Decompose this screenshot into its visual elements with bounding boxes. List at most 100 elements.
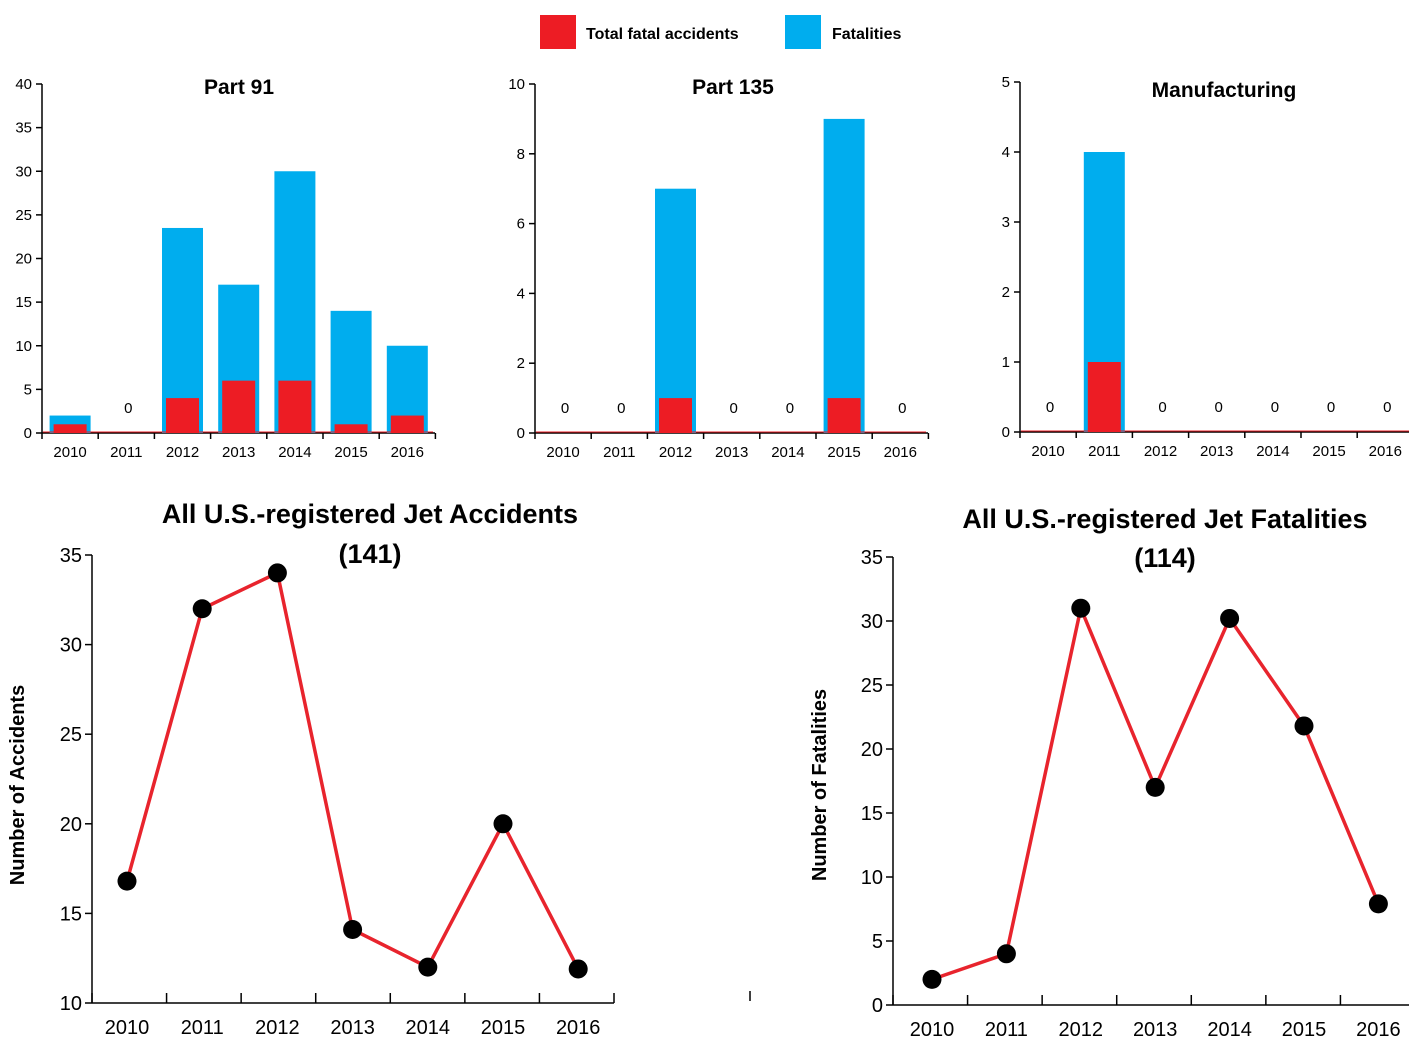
- part-91-title: Part 91: [204, 76, 274, 99]
- jet-fatalities-x-tick-label: 2014: [1207, 1019, 1252, 1041]
- jet-fatalities-y-tick-label: 10: [861, 867, 883, 889]
- part-135-zero-label: 0: [617, 400, 625, 417]
- manufacturing-zero-label: 0: [1327, 399, 1335, 416]
- part-91-fatalities-bar: [331, 311, 372, 433]
- jet-fatalities-subtitle: (114): [1134, 543, 1196, 573]
- part-91-y-tick-label: 20: [15, 251, 32, 268]
- manufacturing-accidents-bar: [1088, 362, 1121, 432]
- part-135-title: Part 135: [692, 76, 774, 99]
- jet-accidents-series-line: [127, 573, 578, 969]
- part-91-y-tick-label: 30: [15, 163, 32, 180]
- jet-accidents-y-tick-label: 25: [60, 724, 82, 746]
- manufacturing-x-tick-label: 2013: [1200, 443, 1233, 460]
- jet-accidents-y-tick-label: 30: [60, 635, 82, 657]
- jet-accidents-y-tick-label: 15: [60, 903, 82, 925]
- manufacturing-y-tick-label: 1: [1002, 354, 1010, 371]
- manufacturing-bar-chart: Manufacturing 0 1 2 3 4 5 2010 0 2011 2012 0 2013 0 2…: [1002, 74, 1409, 460]
- part-135-y-tick-label: 0: [517, 425, 525, 442]
- part-91-x-tick-label: 2016: [391, 444, 424, 461]
- jet-accidents-subtitle: (141): [338, 539, 401, 569]
- part-91-y-tick-label: 15: [15, 294, 32, 311]
- part-91-y-tick-label: 0: [24, 425, 32, 442]
- part-91-y-tick-label: 40: [15, 76, 32, 93]
- jet-accidents-x-tick-label: 2010: [105, 1017, 150, 1039]
- jet-accidents-point: [494, 814, 513, 833]
- jet-fatalities-point: [997, 944, 1016, 963]
- jet-fatalities-y-tick-label: 20: [861, 739, 883, 761]
- jet-fatalities-y-tick-label: 5: [872, 931, 883, 953]
- jet-fatalities-point: [1071, 599, 1090, 618]
- jet-fatalities-y-tick-label: 25: [861, 675, 883, 697]
- jet-accidents-x-tick-label: 2016: [556, 1017, 601, 1039]
- part-135-zero-label: 0: [730, 400, 738, 417]
- part-135-zero-label: 0: [898, 400, 906, 417]
- part-135-y-tick-label: 8: [517, 146, 525, 163]
- part-135-accidents-bar: [659, 398, 692, 433]
- jet-fatalities-x-tick-label: 2013: [1133, 1019, 1178, 1041]
- part-135-x-tick-label: 2013: [715, 444, 748, 461]
- jet-fatalities-y-tick-label: 0: [872, 995, 883, 1017]
- jet-fatalities-line-chart: All U.S.-registered Jet Fatalities (114)…: [809, 504, 1409, 1041]
- part-135-x-tick-label: 2010: [546, 444, 579, 461]
- jet-accidents-ylabel: Number of Accidents: [7, 685, 29, 885]
- part-135-x-tick-label: 2015: [827, 444, 860, 461]
- jet-fatalities-x-tick-label: 2012: [1059, 1019, 1104, 1041]
- part-135-y-tick-label: 4: [517, 285, 525, 302]
- part-135-y-tick-label: 10: [508, 76, 525, 93]
- legend-label-accidents: Total fatal accidents: [586, 26, 739, 43]
- manufacturing-y-tick-label: 2: [1002, 284, 1010, 301]
- manufacturing-zero-label: 0: [1215, 399, 1223, 416]
- part-135-zero-label: 0: [561, 400, 569, 417]
- part-91-y-tick-label: 25: [15, 207, 32, 224]
- jet-fatalities-title: All U.S.-registered Jet Fatalities: [962, 504, 1367, 534]
- part-91-accidents-bar: [166, 398, 199, 433]
- legend-swatch-accidents: [540, 15, 576, 49]
- manufacturing-y-tick-label: 0: [1002, 424, 1010, 441]
- part-91-zero-label: 0: [124, 400, 132, 417]
- jet-accidents-x-tick-label: 2015: [481, 1017, 526, 1039]
- part-135-accidents-bar: [828, 398, 861, 433]
- part-91-x-tick-label: 2015: [334, 444, 367, 461]
- manufacturing-y-tick-label: 3: [1002, 214, 1010, 231]
- part-91-y-tick-label: 35: [15, 120, 32, 137]
- jet-accidents-y-tick-label: 20: [60, 814, 82, 836]
- part-135-fatalities-bar: [655, 189, 696, 433]
- part-135-zero-label: 0: [786, 400, 794, 417]
- part-135-y-tick-label: 2: [517, 355, 525, 372]
- manufacturing-title: Manufacturing: [1152, 79, 1297, 102]
- part-135-y-tick-label: 6: [517, 216, 525, 233]
- part-135-x-tick-label: 2012: [659, 444, 692, 461]
- part-91-x-tick-label: 2010: [53, 444, 86, 461]
- legend-swatch-fatalities: [785, 15, 821, 49]
- jet-accidents-x-tick-label: 2012: [255, 1017, 300, 1039]
- jet-fatalities-y-tick-label: 35: [861, 547, 883, 569]
- part-135-x-tick-label: 2016: [884, 444, 917, 461]
- part-91-x-tick-label: 2013: [222, 444, 255, 461]
- jet-accidents-x-tick-label: 2013: [330, 1017, 375, 1039]
- manufacturing-y-tick-label: 4: [1002, 144, 1010, 161]
- manufacturing-y-tick-label: 5: [1002, 74, 1010, 91]
- part-91-y-tick-label: 10: [15, 338, 32, 355]
- manufacturing-zero-label: 0: [1158, 399, 1166, 416]
- part-91-accidents-bar: [222, 381, 255, 433]
- part-91-x-tick-label: 2014: [278, 444, 311, 461]
- jet-fatalities-y-tick-label: 15: [861, 803, 883, 825]
- jet-accidents-point: [193, 599, 212, 618]
- jet-fatalities-point: [1369, 894, 1388, 913]
- part-135-fatalities-bar: [824, 119, 865, 433]
- part-135-bar-chart: Part 135 0 2 4 6 8 10 2010 0 2011 0 2012 2013 0 2014 0…: [508, 76, 928, 461]
- jet-accidents-point: [343, 920, 362, 939]
- jet-fatalities-x-tick-label: 2015: [1282, 1019, 1327, 1041]
- jet-accidents-y-tick-label: 10: [60, 993, 82, 1015]
- manufacturing-x-tick-label: 2015: [1312, 443, 1345, 460]
- manufacturing-x-tick-label: 2012: [1144, 443, 1177, 460]
- jet-fatalities-point: [1295, 716, 1314, 735]
- legend: Total fatal accidents Fatalities: [540, 15, 901, 49]
- jet-accidents-point: [569, 959, 588, 978]
- manufacturing-zero-label: 0: [1271, 399, 1279, 416]
- manufacturing-zero-label: 0: [1046, 399, 1054, 416]
- manufacturing-x-tick-label: 2016: [1369, 443, 1402, 460]
- legend-label-fatalities: Fatalities: [832, 26, 901, 43]
- manufacturing-x-tick-label: 2010: [1031, 443, 1064, 460]
